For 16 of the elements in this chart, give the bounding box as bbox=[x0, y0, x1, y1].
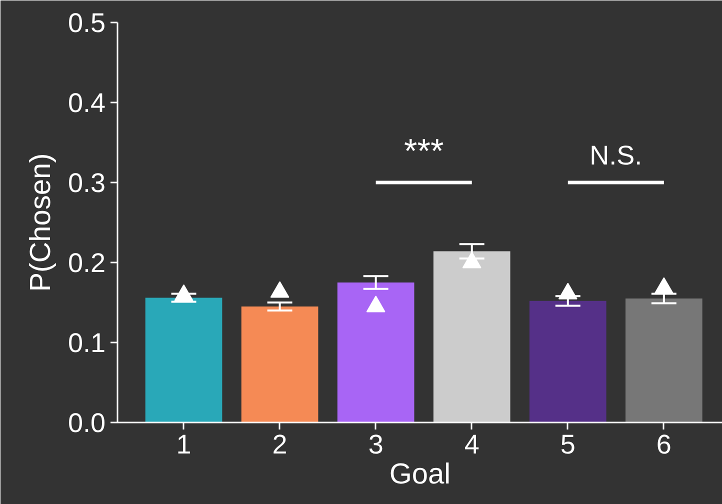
annotation: *** bbox=[404, 132, 444, 170]
y-tick-label: 0.5 bbox=[68, 8, 106, 38]
y-tick-label: 0.0 bbox=[68, 408, 106, 438]
x-tick-label: 5 bbox=[560, 430, 576, 460]
annotation: N.S. bbox=[590, 140, 642, 170]
y-tick-label: 0.4 bbox=[68, 88, 106, 118]
x-tick-label: 1 bbox=[176, 430, 192, 460]
x-tick-label: 2 bbox=[272, 430, 288, 460]
y-tick-label: 0.1 bbox=[68, 328, 106, 358]
x-axis-title: Goal bbox=[389, 458, 451, 490]
y-axis-title: P(Chosen) bbox=[24, 153, 57, 292]
y-tick-label: 0.3 bbox=[68, 168, 106, 198]
y-tick-label: 0.2 bbox=[68, 248, 106, 278]
x-tick-label: 6 bbox=[656, 430, 672, 460]
x-tick-label: 3 bbox=[368, 430, 384, 460]
x-tick-label: 4 bbox=[464, 430, 480, 460]
